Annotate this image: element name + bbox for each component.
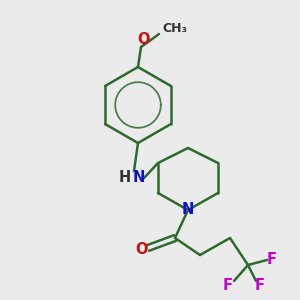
Text: CH₃: CH₃: [163, 22, 188, 35]
Text: F: F: [223, 278, 233, 292]
Text: O: O: [136, 242, 148, 257]
Text: F: F: [267, 253, 277, 268]
Text: N: N: [133, 170, 145, 185]
Text: O: O: [137, 32, 149, 46]
Text: H: H: [119, 170, 131, 185]
Text: N: N: [182, 202, 194, 217]
Text: F: F: [255, 278, 265, 292]
